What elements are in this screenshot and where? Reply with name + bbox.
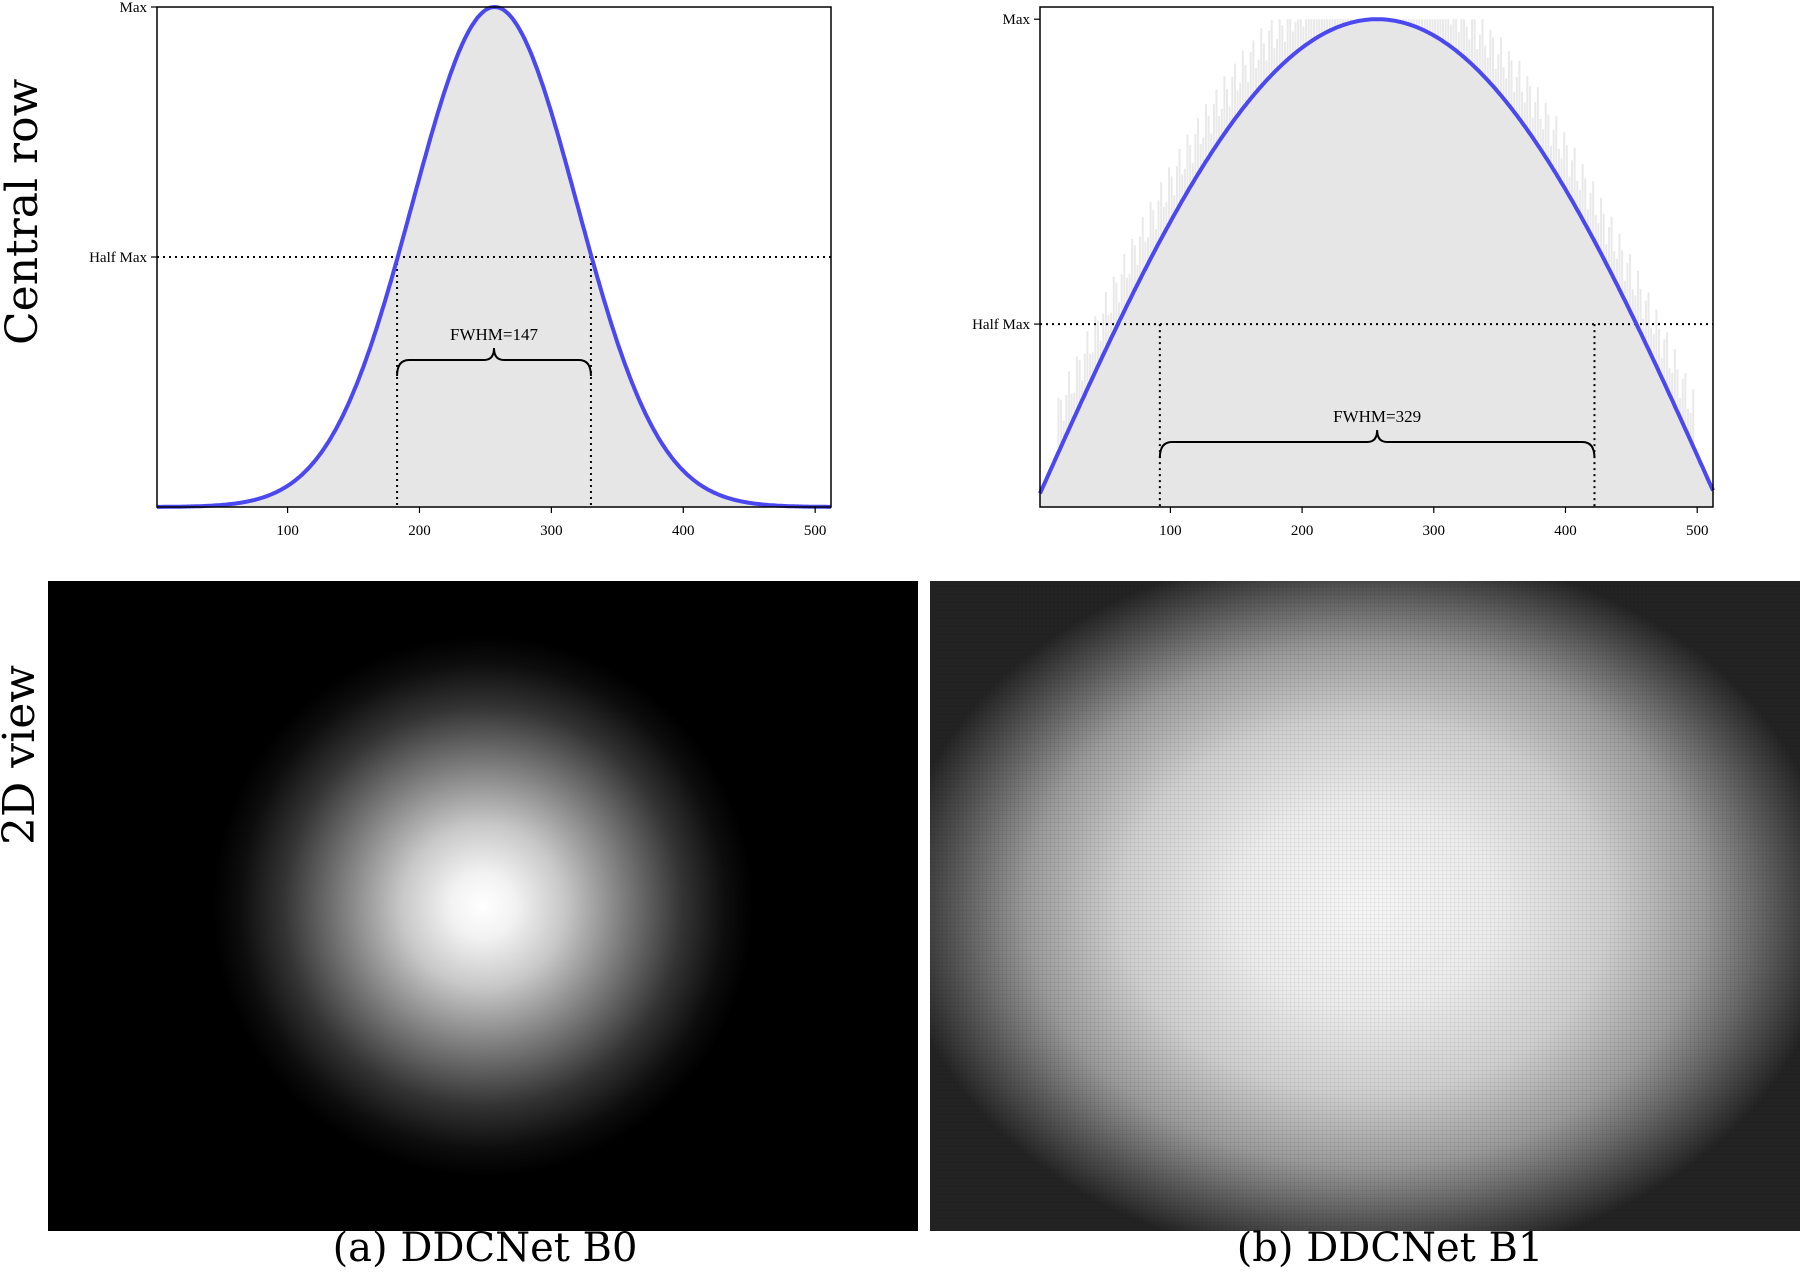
y-tick-label-half-max: Half Max [972,317,1030,333]
x-tick-label: 200 [1291,523,1314,539]
central-row-chart-a: FWHM=147 100 200 300 400 500 Max Half Max [89,0,832,539]
fwhm-brace [396,347,592,377]
caption-a: (a) DDCNet B0 [332,1225,638,1271]
x-tick-label: 500 [804,523,827,539]
x-tick-label: 300 [540,523,563,539]
fwhm-annotation: FWHM=329 [1333,407,1421,426]
profile-curve [1038,17,1715,495]
x-tick-label: 100 [276,523,299,539]
x-tick-label: 400 [1554,523,1577,539]
central-row-chart-b: FWHM=329 100 200 300 400 500 Max Half Max [972,6,1715,539]
2d-view-b [930,581,1800,1231]
x-tick-label: 500 [1686,523,1709,539]
y-tick-label-max: Max [1003,12,1031,28]
axes-frame [1039,6,1714,508]
row-label-2d-view: 2D view [0,665,45,845]
y-tick-label-half-max: Half Max [89,250,147,266]
area-fill [1040,19,1713,507]
x-tick-label: 300 [1423,523,1446,539]
y-tick-label-max: Max [120,0,148,16]
x-tick-label: 100 [1159,523,1182,539]
caption-b: (b) DDCNet B1 [1236,1225,1544,1271]
2d-view-a [48,581,918,1231]
2d-view-b-grid-texture [930,581,1800,1231]
x-tick-label: 400 [672,523,695,539]
fwhm-brace [1158,429,1596,459]
x-tick-label: 200 [408,523,431,539]
fwhm-annotation: FWHM=147 [450,325,538,344]
